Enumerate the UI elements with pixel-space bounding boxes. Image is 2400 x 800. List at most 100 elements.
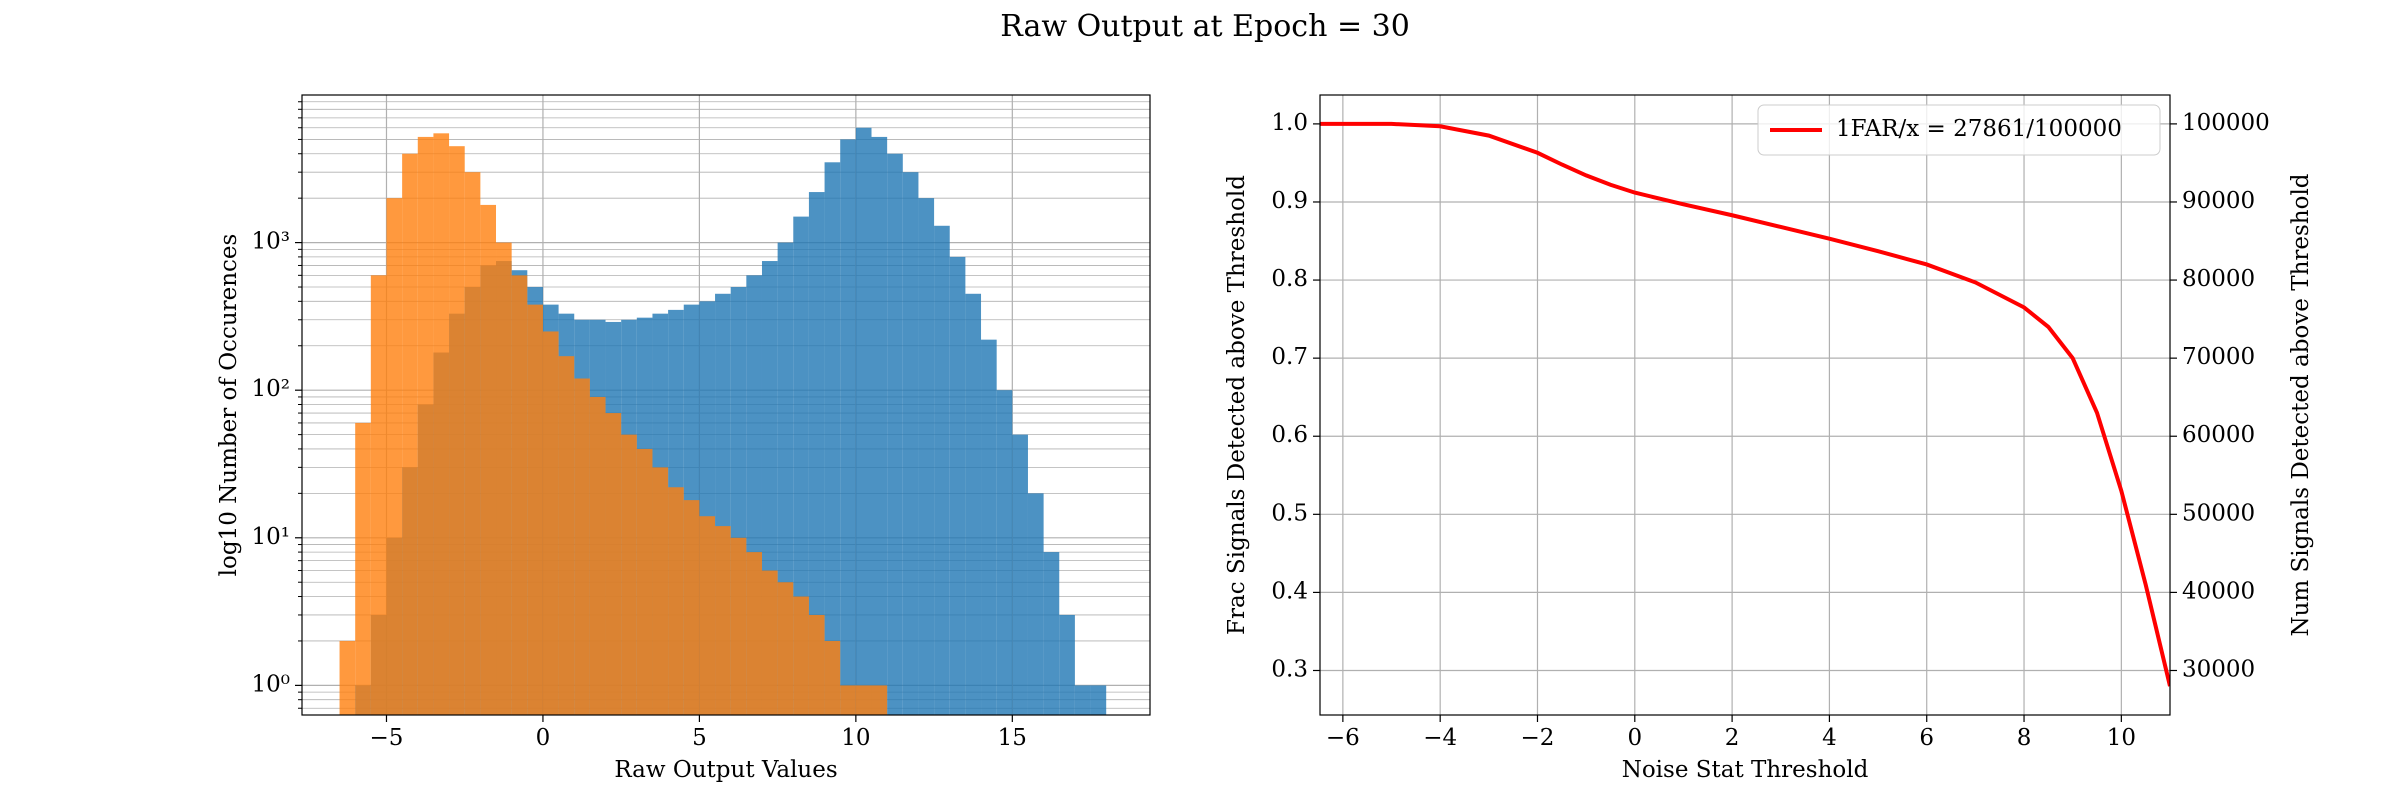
histogram-bar — [824, 162, 841, 715]
y2-tick-label: 40000 — [2182, 578, 2255, 604]
histogram-bar — [824, 640, 841, 715]
histogram-bar — [949, 256, 966, 715]
histogram-bar — [668, 487, 684, 715]
histogram-bar — [808, 614, 825, 715]
axes-frame — [1319, 94, 2171, 716]
histogram-bar — [402, 153, 418, 715]
histogram-bar — [1043, 552, 1060, 715]
y-tick-label: 1.0 — [1271, 110, 1308, 136]
histogram-bar — [652, 467, 669, 715]
y-axis-label: log10 Number of Occurences — [216, 234, 242, 577]
x-tick-label: 0 — [1627, 725, 1642, 751]
histogram-bar — [777, 582, 794, 715]
histogram-bar — [840, 139, 856, 715]
histogram-bar — [761, 570, 778, 715]
histogram-bar — [808, 192, 825, 715]
histogram-bar — [480, 204, 497, 715]
y-tick-label: 10⁰ — [252, 671, 291, 697]
y-axis-label: Frac Signals Detected above Threshold — [1224, 175, 1250, 635]
y2-tick-label: 80000 — [2182, 266, 2255, 292]
histogram-bar — [464, 172, 481, 715]
histogram-bar — [636, 448, 653, 715]
histogram-bar — [934, 225, 950, 715]
x-tick-label: 4 — [1822, 725, 1837, 751]
histogram-bar — [981, 339, 997, 715]
y-tick-label: 10³ — [252, 229, 291, 255]
y-tick-label: 10¹ — [252, 524, 291, 550]
y2-tick-label: 90000 — [2182, 188, 2255, 214]
histogram-bar — [1012, 434, 1028, 715]
x-tick-label: 15 — [998, 725, 1027, 751]
histogram-bar — [449, 146, 465, 715]
x-tick-label: 6 — [1919, 725, 1934, 751]
legend-label: 1FAR/x = 27861/100000 — [1836, 116, 2122, 142]
histogram-bar — [730, 537, 747, 715]
histogram-bar — [699, 516, 716, 715]
histogram-bar — [511, 275, 528, 715]
axes-frame — [301, 94, 1151, 716]
y-tick-label: 0.8 — [1271, 266, 1308, 292]
x-tick-label: −6 — [1326, 725, 1360, 751]
x-tick-label: 5 — [692, 725, 707, 751]
y2-tick-label: 60000 — [2182, 422, 2255, 448]
y2-tick-label: 30000 — [2182, 656, 2255, 682]
x-tick-label: 8 — [2017, 725, 2032, 751]
y2-tick-label: 70000 — [2182, 344, 2255, 370]
x-tick-label: 10 — [841, 725, 870, 751]
histogram-bar — [355, 422, 371, 715]
y2-tick-label: 50000 — [2182, 500, 2255, 526]
marks — [1320, 121, 2170, 687]
marks — [339, 127, 1107, 715]
histogram-bar — [1059, 614, 1075, 715]
histogram-bar — [1074, 685, 1091, 715]
histogram-bar — [542, 331, 559, 715]
histogram-bar — [871, 685, 888, 715]
histogram-bar — [386, 198, 403, 715]
histogram-bar — [683, 500, 700, 715]
histogram-bar — [433, 133, 450, 715]
histogram-bar — [855, 127, 872, 715]
y-tick-label: 10² — [252, 376, 291, 402]
histogram-bar — [840, 685, 856, 715]
histogram-bar — [746, 552, 762, 715]
histogram-bar — [855, 685, 872, 715]
figure-title: Raw Output at Epoch = 30 — [1000, 9, 1410, 44]
histogram-bar — [793, 596, 809, 715]
histogram-bar — [918, 198, 935, 715]
histogram-bar — [996, 390, 1013, 715]
plot: −5 0 5 10 15 10⁰ 10¹ 10² 10³ Raw Output Values log… — [216, 94, 1151, 783]
x-tick-label: 0 — [536, 725, 551, 751]
plot: −6 −4 −2 0 2 4 6 8 10 0.3 0.4 0.5 0.6 0.7 0.8 0.9 1.0 300… — [1224, 94, 2314, 783]
histogram-bar — [621, 434, 637, 715]
y-tick-label: 0.5 — [1271, 500, 1308, 526]
histogram-bar — [370, 275, 387, 715]
x-tick-label: 10 — [2107, 725, 2136, 751]
y-tick-label: 0.6 — [1271, 422, 1308, 448]
histogram-bar — [887, 153, 903, 715]
histogram-bar — [1090, 685, 1107, 715]
histogram-bar — [527, 304, 543, 715]
y-tick-label: 0.7 — [1271, 344, 1308, 370]
histogram-bar — [574, 378, 590, 715]
histogram-bar — [793, 216, 809, 715]
histogram-bar — [871, 136, 888, 715]
y2-tick-label: 100000 — [2182, 110, 2270, 136]
histogram-bar — [715, 526, 731, 715]
histogram-bar — [558, 356, 575, 715]
x-axis-label: Raw Output Values — [614, 757, 837, 783]
y-tick-label: 0.4 — [1271, 578, 1308, 604]
histogram-bar — [496, 242, 512, 715]
histogram-bar — [965, 293, 982, 715]
histogram-bar — [605, 413, 622, 715]
histogram-bar — [589, 396, 606, 715]
x-tick-label: −4 — [1423, 725, 1457, 751]
x-tick-label: −2 — [1521, 725, 1555, 751]
line — [1320, 121, 2170, 687]
y-tick-label: 0.3 — [1271, 656, 1308, 682]
x-tick-label: −5 — [370, 725, 404, 751]
y-tick-label: 0.9 — [1271, 188, 1308, 214]
x-tick-label: 2 — [1725, 725, 1740, 751]
legend-box — [1757, 104, 2161, 156]
histogram-bar — [1027, 493, 1044, 715]
